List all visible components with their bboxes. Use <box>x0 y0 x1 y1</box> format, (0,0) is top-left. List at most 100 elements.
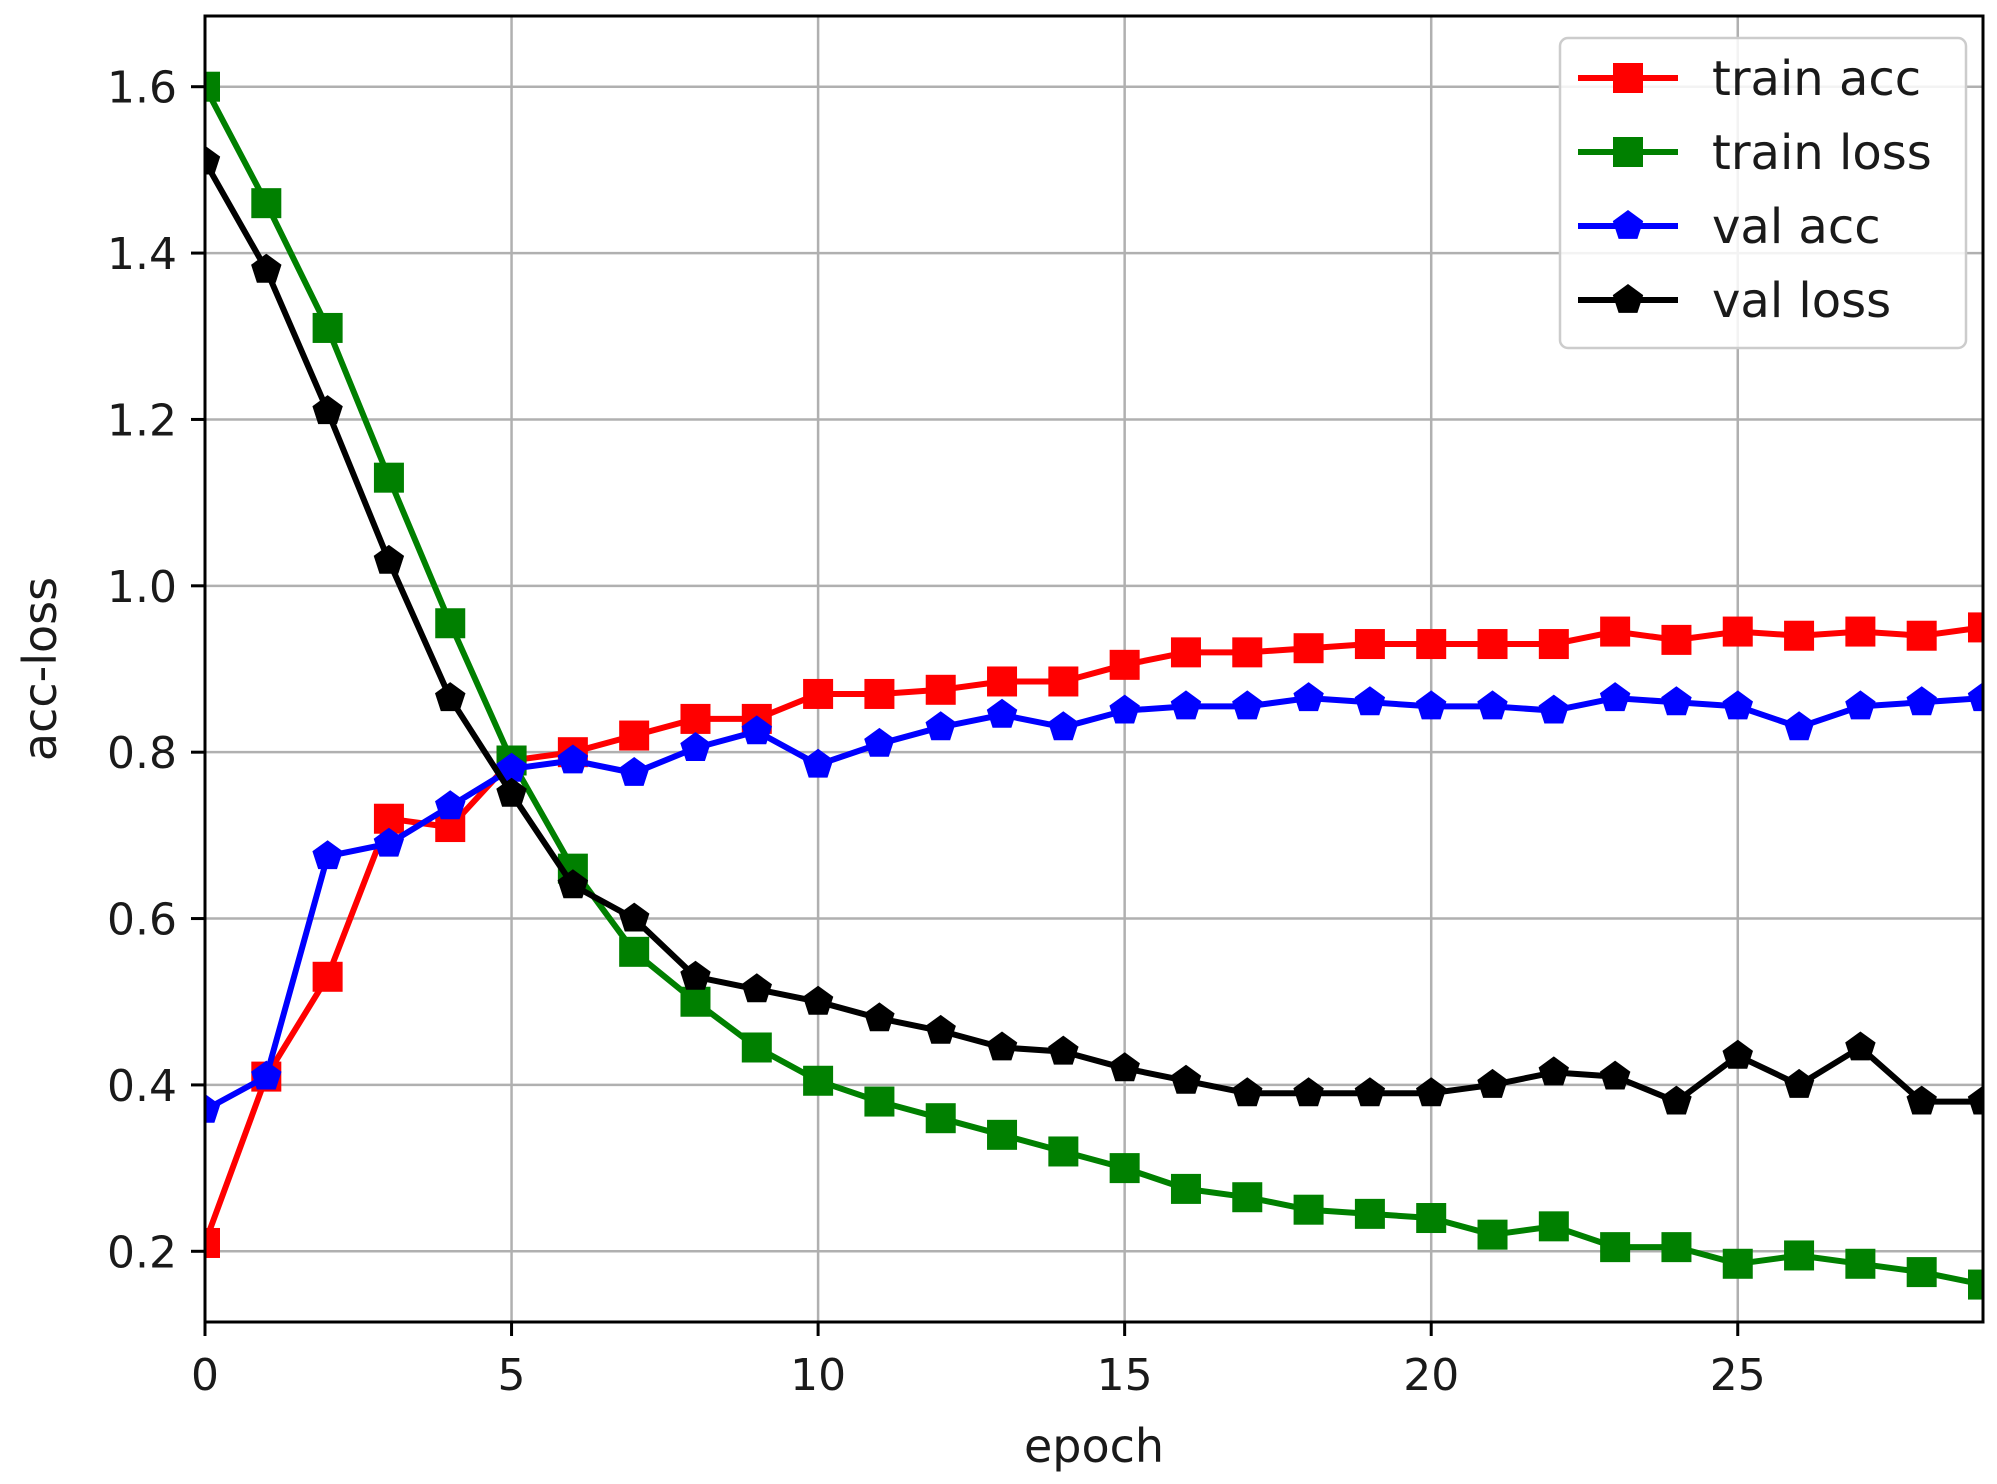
legend-box <box>1558 36 1968 350</box>
train-acc-point <box>1232 637 1263 668</box>
tick-labels: 0 5 10 15 20 25 0.2 0.4 0.6 0.8 1.0 1.2 1.4 1.6 <box>107 63 1766 1401</box>
val-loss-point <box>1967 1085 1983 1115</box>
val-loss-point <box>205 145 221 175</box>
train-acc-point <box>1845 616 1876 647</box>
val-acc-point <box>373 827 405 857</box>
train-loss-point <box>1048 1136 1079 1167</box>
val-acc-point <box>802 748 834 778</box>
val-loss-point <box>1416 1077 1447 1107</box>
legend-entry-train-loss: train loss <box>1578 125 1932 181</box>
legend-swatch-marker <box>1613 137 1643 167</box>
legend: train acc train loss val acc val loss <box>1558 36 1968 350</box>
train-acc-point <box>925 674 956 705</box>
val-acc-point <box>1477 690 1508 720</box>
train-acc-point <box>1968 612 1983 643</box>
train-acc-point <box>1600 616 1631 647</box>
train-acc-point <box>205 1227 220 1258</box>
x-tick-label: 0 <box>191 1350 219 1401</box>
series-train-loss <box>205 71 1983 1300</box>
x-axis-label: epoch <box>1024 1419 1164 1473</box>
val-acc-point <box>1906 686 1937 716</box>
val-loss-point <box>1170 1064 1202 1094</box>
legend-label: train loss <box>1712 125 1932 181</box>
train-acc-point <box>987 666 1018 697</box>
val-loss-point <box>435 682 466 712</box>
train-acc-point <box>619 720 650 751</box>
train-loss-point <box>741 1032 772 1063</box>
val-loss-point <box>1048 1035 1079 1065</box>
val-acc-point <box>312 840 343 870</box>
train-loss-point <box>925 1103 956 1134</box>
train-acc-point <box>1722 616 1753 647</box>
val-acc-point <box>1967 682 1983 712</box>
train-loss-point <box>1170 1173 1201 1204</box>
val-acc-point <box>205 1093 221 1123</box>
train-acc-point <box>1906 620 1937 651</box>
val-acc-point <box>1170 690 1202 720</box>
train-loss-point <box>1293 1194 1324 1225</box>
val-loss-point <box>1845 1031 1876 1061</box>
x-tick-label: 25 <box>1710 1350 1766 1401</box>
val-loss-point <box>1661 1085 1692 1115</box>
train-acc-point <box>1048 666 1079 697</box>
train-loss-point <box>803 1065 834 1096</box>
train-loss-point <box>1722 1248 1753 1279</box>
val-loss-point <box>1783 1068 1815 1098</box>
train-loss-point <box>1784 1240 1815 1271</box>
val-loss-point <box>373 544 405 574</box>
train-loss-point <box>864 1086 895 1117</box>
series-group <box>205 71 1983 1300</box>
series-train-acc <box>205 612 1983 1258</box>
train-loss-point <box>1600 1232 1631 1263</box>
y-tick-label: 0.8 <box>107 728 177 779</box>
val-acc-point <box>1783 711 1815 741</box>
val-loss-point <box>1722 1039 1753 1069</box>
train-acc-point <box>1538 629 1569 660</box>
val-acc-point <box>1416 690 1447 720</box>
train-acc-point <box>1354 629 1385 660</box>
train-loss-point <box>1354 1198 1385 1229</box>
train-loss-point <box>1906 1257 1937 1288</box>
y-tick-label: 1.6 <box>107 63 177 114</box>
plot-area <box>203 14 1985 1324</box>
val-acc-point <box>741 715 772 745</box>
axes-frame <box>203 14 1985 1324</box>
train-loss-point <box>1845 1248 1876 1279</box>
val-acc-point <box>619 757 650 786</box>
val-loss-point <box>496 777 527 807</box>
train-loss-point <box>1477 1219 1508 1250</box>
y-axis-label: acc-loss <box>13 577 67 761</box>
train-loss-point <box>987 1119 1018 1150</box>
x-tick-label: 20 <box>1403 1350 1459 1401</box>
val-loss-point <box>619 902 650 932</box>
val-loss-point <box>986 1031 1018 1061</box>
train-loss-point <box>205 71 220 102</box>
val-loss-point <box>864 1002 895 1032</box>
y-tick-label: 1.2 <box>107 395 177 446</box>
legend-label: val loss <box>1712 273 1891 329</box>
train-loss-point <box>619 936 650 967</box>
train-loss-point <box>312 312 343 343</box>
legend-entry-val-acc: val acc <box>1578 199 1881 255</box>
val-acc-point <box>1722 690 1753 720</box>
y-tick-label: 0.6 <box>107 895 177 946</box>
val-acc-point <box>864 727 895 757</box>
y-tick-label: 1.4 <box>107 229 177 280</box>
val-acc-point <box>680 732 711 761</box>
val-acc-point <box>1354 686 1386 716</box>
train-acc-point <box>312 961 343 992</box>
val-loss-point <box>1477 1068 1508 1098</box>
val-loss-point <box>925 1014 956 1044</box>
val-loss-point <box>251 253 282 283</box>
val-loss-point <box>1232 1077 1263 1107</box>
legend-swatch-marker <box>1613 63 1643 93</box>
val-acc-point <box>1293 682 1324 712</box>
train-loss-point <box>680 986 711 1017</box>
val-acc-point <box>1845 690 1876 720</box>
val-loss-point <box>557 869 589 899</box>
val-acc-point <box>1661 686 1692 716</box>
train-acc-point <box>1477 629 1508 660</box>
val-loss-point <box>1906 1085 1937 1115</box>
val-loss-point <box>802 985 834 1015</box>
